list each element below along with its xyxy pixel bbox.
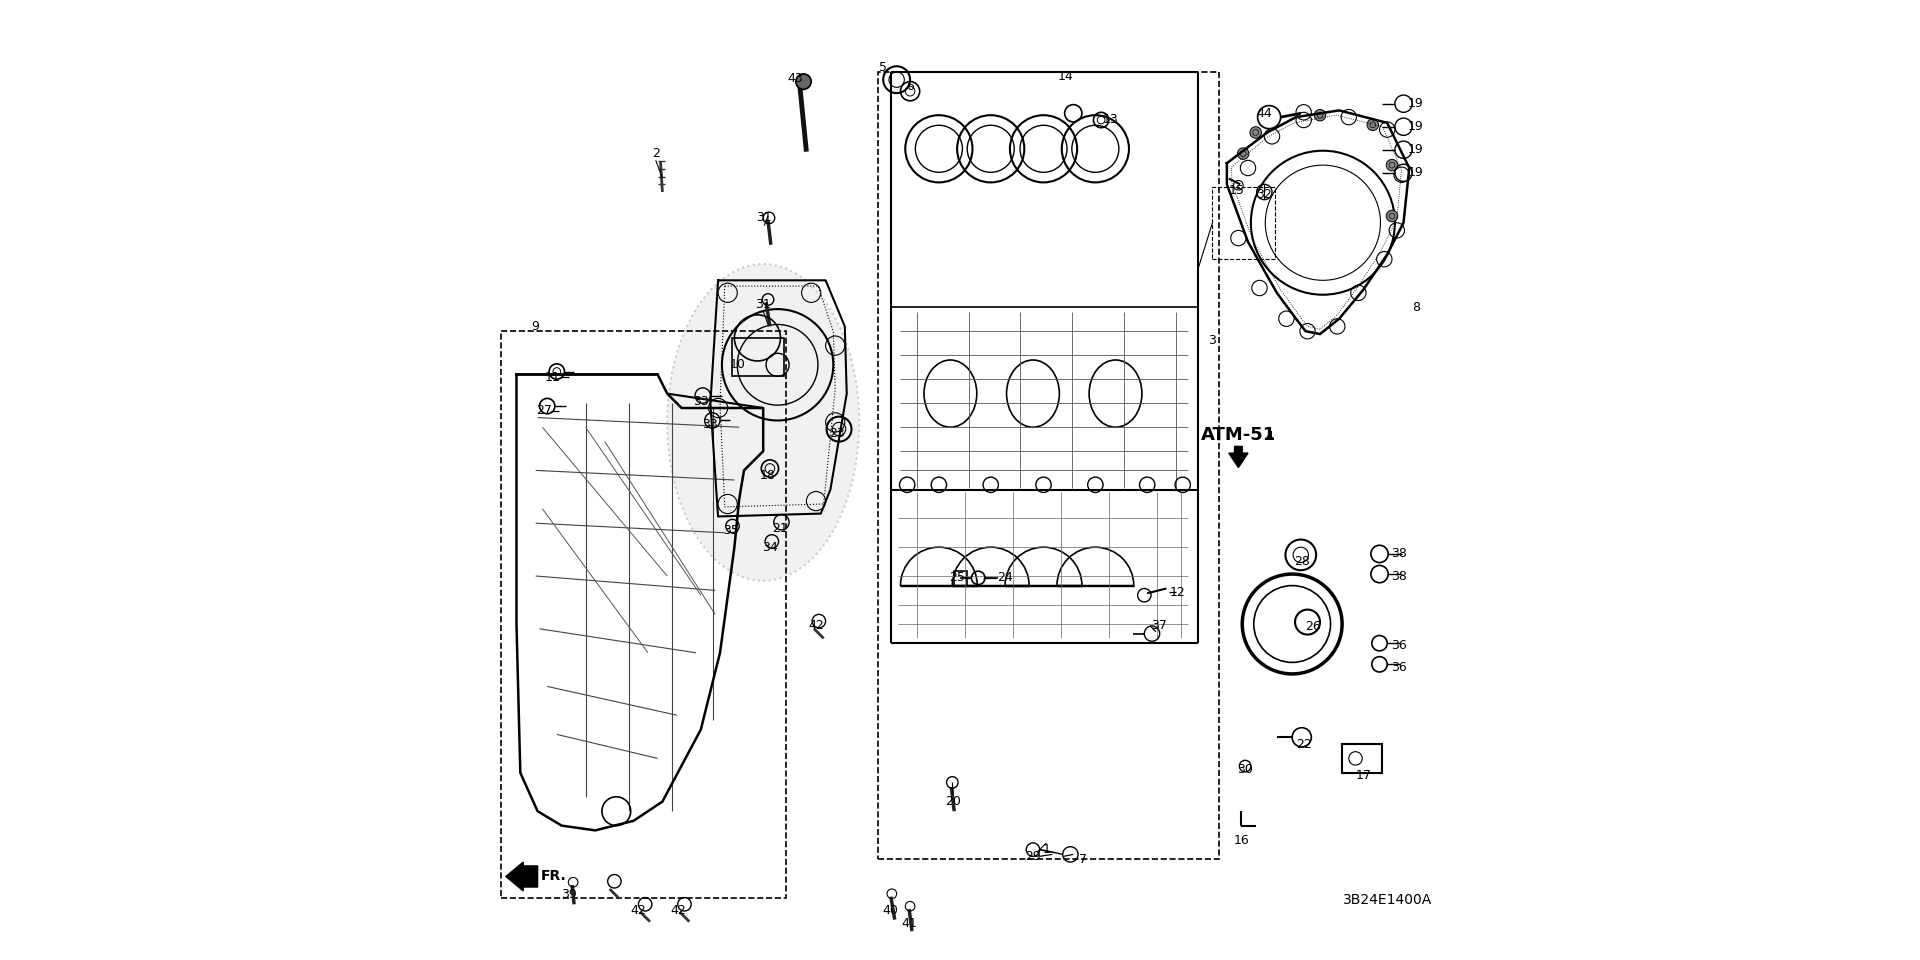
Text: 27: 27: [536, 404, 553, 418]
Circle shape: [1386, 159, 1398, 171]
FancyArrow shape: [1229, 446, 1248, 468]
Text: 32: 32: [1256, 188, 1273, 202]
Text: 42: 42: [630, 903, 647, 917]
Text: 36: 36: [1390, 638, 1407, 652]
Text: 1: 1: [1043, 843, 1050, 856]
Text: 20: 20: [945, 795, 962, 808]
Text: 29: 29: [1025, 850, 1041, 863]
Text: 6: 6: [906, 80, 914, 93]
Text: 19: 19: [1407, 120, 1425, 133]
Bar: [954, 571, 968, 586]
Text: 18: 18: [760, 468, 776, 482]
Text: 42: 42: [808, 619, 824, 633]
Text: 21: 21: [772, 521, 787, 535]
Text: FR.: FR.: [541, 870, 566, 883]
Text: 19: 19: [1407, 143, 1425, 156]
Text: 2: 2: [651, 147, 660, 160]
Text: 35: 35: [722, 524, 739, 538]
Circle shape: [1313, 109, 1327, 121]
FancyArrow shape: [507, 862, 538, 891]
Circle shape: [797, 74, 810, 89]
Text: 9: 9: [532, 320, 540, 333]
Text: 38: 38: [1390, 569, 1407, 583]
Text: 31: 31: [755, 298, 772, 311]
Text: 41: 41: [900, 917, 918, 930]
Bar: [501, 331, 787, 898]
Bar: [1213, 187, 1275, 259]
Text: 8: 8: [1411, 300, 1421, 314]
Text: 40: 40: [881, 903, 899, 917]
Text: 7: 7: [1079, 852, 1087, 866]
Text: 3B24E1400A: 3B24E1400A: [1342, 894, 1432, 907]
Text: 26: 26: [1306, 620, 1321, 634]
Text: 39: 39: [561, 888, 578, 901]
Text: 25: 25: [948, 571, 966, 585]
Circle shape: [1250, 127, 1261, 138]
Ellipse shape: [668, 264, 860, 581]
Text: 14: 14: [1058, 70, 1073, 84]
Text: 4: 4: [1265, 430, 1273, 444]
Text: 16: 16: [1233, 833, 1250, 847]
Text: 19: 19: [1407, 166, 1425, 180]
Bar: [732, 338, 783, 376]
Text: 23: 23: [829, 427, 845, 441]
Text: 44: 44: [1256, 107, 1273, 120]
Text: 17: 17: [1356, 769, 1371, 782]
Text: 11: 11: [545, 371, 561, 384]
Circle shape: [1238, 148, 1248, 159]
Text: 43: 43: [787, 72, 803, 85]
Bar: [1342, 744, 1382, 773]
Text: 31: 31: [756, 211, 772, 225]
Text: 13: 13: [1102, 112, 1119, 126]
Circle shape: [1367, 119, 1379, 131]
Text: 33: 33: [693, 395, 708, 408]
Bar: [877, 72, 1219, 859]
Text: 19: 19: [1407, 97, 1425, 110]
Text: 28: 28: [1294, 555, 1309, 568]
Text: 36: 36: [1390, 660, 1407, 674]
Text: 5: 5: [879, 60, 887, 74]
Circle shape: [1386, 210, 1398, 222]
Text: 22: 22: [1296, 737, 1311, 751]
Text: 15: 15: [1229, 183, 1244, 197]
Text: 42: 42: [670, 903, 687, 917]
Text: ATM-51: ATM-51: [1200, 426, 1277, 444]
Text: 38: 38: [1390, 547, 1407, 561]
Text: 10: 10: [730, 358, 745, 372]
Text: 30: 30: [1236, 763, 1254, 777]
Text: 34: 34: [762, 540, 778, 554]
Text: 3: 3: [1208, 334, 1217, 348]
Text: 33: 33: [703, 418, 718, 431]
Text: 12: 12: [1169, 586, 1187, 599]
Text: 37: 37: [1150, 619, 1167, 633]
Text: 24: 24: [996, 571, 1014, 585]
